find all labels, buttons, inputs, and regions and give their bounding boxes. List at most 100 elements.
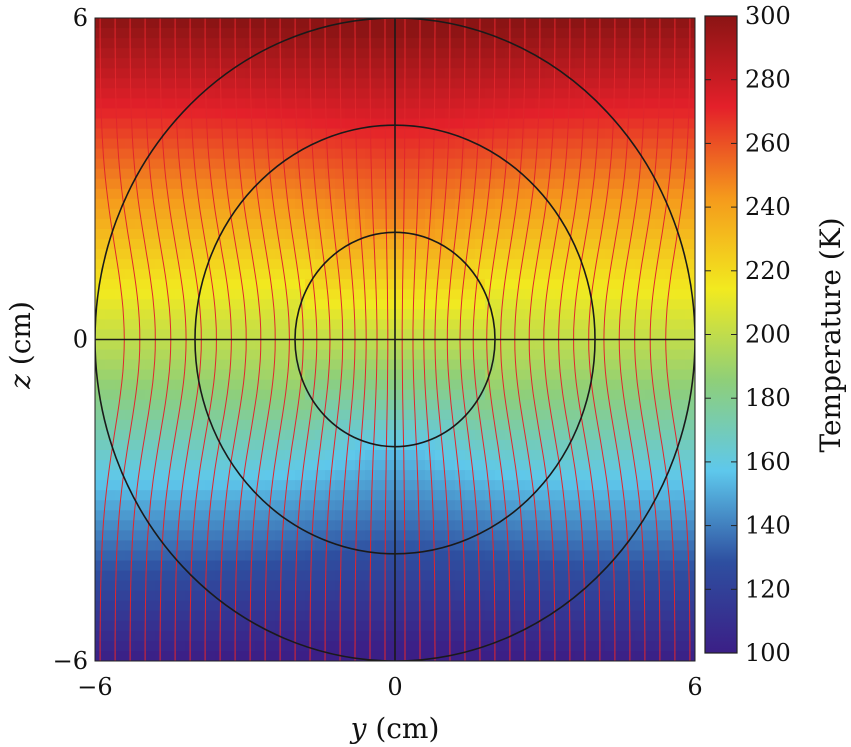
heatmap-cell [265, 218, 276, 230]
heatmap-cell [155, 399, 166, 411]
heatmap-cell [515, 349, 526, 361]
heatmap-cell [295, 630, 306, 642]
heatmap-cell [295, 269, 306, 280]
heatmap-cell [405, 158, 416, 170]
heatmap-cell [145, 630, 156, 642]
heatmap-cell [105, 269, 116, 280]
heatmap-cell [515, 470, 526, 481]
heatmap-cell [165, 259, 176, 270]
heatmap-cell [175, 118, 186, 130]
heatmap-cell [455, 379, 466, 391]
heatmap-cell [455, 158, 466, 170]
heatmap-cell [465, 560, 476, 572]
heatmap-cell [345, 178, 356, 190]
heatmap-cell [645, 58, 656, 69]
heatmap-cell [395, 48, 406, 59]
heatmap-cell [485, 289, 496, 300]
heatmap-cell [615, 128, 626, 140]
heatmap-cell [455, 460, 466, 471]
heatmap-cell [145, 128, 156, 140]
heatmap-cell [405, 218, 416, 230]
heatmap-cell [685, 329, 695, 341]
heatmap-cell [675, 650, 686, 661]
heatmap-cell [155, 198, 166, 210]
heatmap-cell [605, 620, 616, 632]
heatmap-cell [535, 580, 546, 592]
heatmap-cell [285, 490, 296, 501]
heatmap-cell [595, 359, 606, 371]
heatmap-cell [555, 409, 566, 421]
heatmap-cell [625, 138, 636, 150]
heatmap-cell [615, 48, 626, 59]
heatmap-cell [335, 158, 346, 170]
heatmap-cell [455, 520, 466, 531]
heatmap-cell [575, 480, 586, 491]
heatmap-cell [325, 118, 336, 130]
heatmap-cell [635, 138, 646, 150]
heatmap-cell [675, 269, 686, 280]
heatmap-cell [195, 329, 206, 341]
heatmap-cell [115, 409, 126, 421]
heatmap-cell [385, 590, 396, 602]
heatmap-cell [485, 600, 496, 612]
heatmap-cell [435, 158, 446, 170]
heatmap-cell [305, 550, 316, 562]
heatmap-cell [405, 178, 416, 190]
heatmap-cell [435, 379, 446, 391]
heatmap-cell [285, 620, 296, 632]
heatmap-cell [255, 550, 266, 562]
heatmap-cell [325, 500, 336, 511]
heatmap-cell [265, 359, 276, 371]
heatmap-cell [465, 249, 476, 260]
heatmap-cell [415, 329, 426, 341]
heatmap-cell [595, 118, 606, 130]
heatmap-cell [635, 640, 646, 652]
heatmap-cell [175, 389, 186, 401]
heatmap-cell [235, 570, 246, 582]
heatmap-cell [295, 158, 306, 170]
heatmap-cell [545, 259, 556, 270]
heatmap-cell [475, 399, 486, 411]
heatmap-cell [575, 640, 586, 652]
heatmap-cell [525, 369, 536, 381]
heatmap-cell [615, 279, 626, 290]
heatmap-cell [105, 98, 116, 110]
heatmap-cell [255, 419, 266, 431]
heatmap-cell [275, 349, 286, 361]
heatmap-cell [625, 279, 636, 290]
heatmap-cell [585, 309, 596, 321]
heatmap-cell [135, 480, 146, 491]
heatmap-cell [445, 500, 456, 511]
heatmap-cell [655, 600, 666, 612]
heatmap-cell [265, 630, 276, 642]
heatmap-cell [525, 590, 536, 602]
heatmap-cell [435, 78, 446, 89]
heatmap-cell [425, 279, 436, 290]
heatmap-cell [455, 28, 466, 39]
heatmap-cell [545, 439, 556, 451]
heatmap-cell [185, 379, 196, 391]
heatmap-cell [435, 470, 446, 481]
heatmap-cell [475, 78, 486, 89]
heatmap-cell [615, 28, 626, 39]
heatmap-cell [135, 419, 146, 431]
heatmap-cell [395, 249, 406, 260]
heatmap-cell [135, 470, 146, 481]
heatmap-cell [485, 510, 496, 521]
heatmap-cell [325, 158, 336, 170]
heatmap-cell [395, 259, 406, 270]
heatmap-cell [285, 78, 296, 89]
heatmap-cell [545, 18, 556, 29]
heatmap-cell [665, 419, 676, 431]
heatmap-cell [135, 339, 146, 351]
heatmap-cell [505, 359, 516, 371]
heatmap-cell [115, 470, 126, 481]
heatmap-cell [615, 570, 626, 582]
heatmap-cell [555, 450, 566, 461]
heatmap-cell [245, 118, 256, 130]
heatmap-cell [505, 480, 516, 491]
heatmap-cell [245, 198, 256, 210]
heatmap-cell [615, 58, 626, 69]
heatmap-cell [255, 450, 266, 461]
heatmap-cell [425, 178, 436, 190]
